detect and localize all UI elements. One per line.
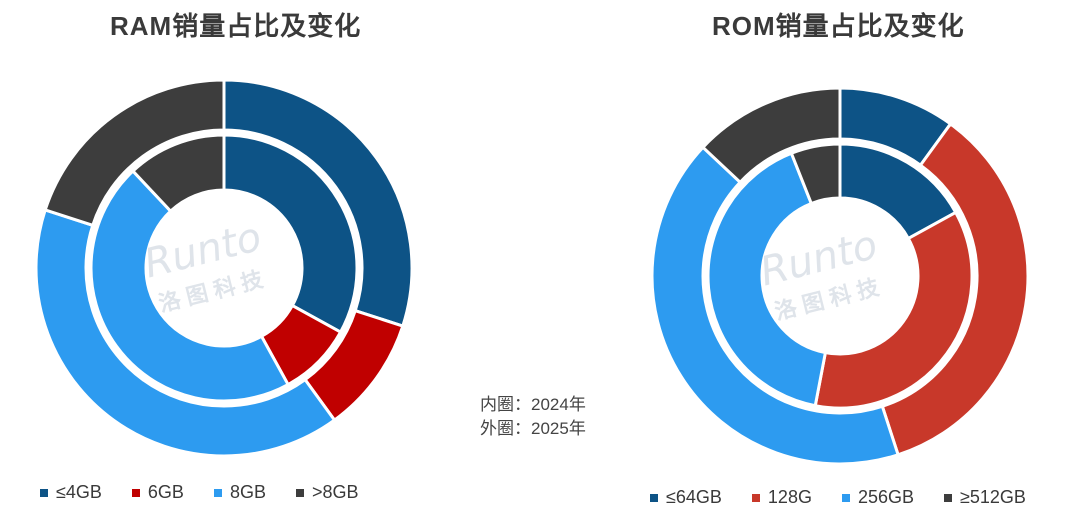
ram-outer-ring-slice: [34, 208, 337, 458]
ram-legend-label: >8GB: [311, 482, 359, 502]
ram-legend-item: >8GB: [295, 482, 359, 503]
ram-legend-swatch: [213, 488, 222, 497]
ram-legend-swatch: [295, 488, 304, 497]
rom-chart-title: ROM销量占比及变化: [712, 11, 965, 41]
ram-legend-swatch: [40, 488, 48, 497]
rom-legend-swatch: [944, 493, 953, 502]
ram-legend: ≤4GB 6GB 8GB >8GB: [40, 482, 359, 503]
rom-outer-ring-slice: [880, 121, 1030, 457]
rom-legend-swatch: [751, 493, 760, 502]
rom-inner-ring-slice: [706, 151, 828, 408]
rom-legend-item: 128G: [751, 487, 812, 508]
ram-legend-label: 6GB: [147, 482, 184, 502]
rom-inner-ring-slice: [789, 142, 842, 206]
rom-legend-item: 256GB: [841, 487, 915, 508]
rom-legend-label: ≤64GB: [666, 487, 722, 507]
ram-chart-title: RAM销量占比及变化: [110, 11, 362, 41]
ram-outer-ring-slice: [43, 78, 226, 228]
rom-legend-item: ≤64GB: [650, 487, 722, 508]
inner-ring-note: 内圈：2024年: [480, 395, 586, 414]
ram-legend-label: ≤4GB: [56, 482, 102, 502]
ram-legend-item: ≤4GB: [40, 482, 102, 503]
ram-inner-ring-slice: [130, 133, 226, 214]
rom-inner-ring-slice: [813, 210, 974, 410]
ram-legend-label: 8GB: [229, 482, 266, 502]
rom-legend-label: ≥512GB: [960, 487, 1026, 507]
rom-legend-swatch: [841, 493, 850, 502]
rom-legend: ≤64GB 128G 256GB ≥512GB: [650, 487, 1026, 508]
ram-legend-item: 8GB: [213, 482, 266, 503]
outer-ring-note: 外圈：2025年: [480, 419, 586, 438]
rom-legend-swatch: [650, 493, 658, 502]
ram-inner-ring-slice: [222, 133, 359, 335]
ram-outer-ring-slice: [222, 78, 414, 328]
rom-outer-ring-slice: [700, 86, 842, 185]
ram-inner-ring-slice: [89, 168, 291, 403]
rom-legend-item: ≥512GB: [944, 487, 1026, 508]
rom-legend-label: 256GB: [857, 487, 915, 507]
ram-legend-item: 6GB: [131, 482, 184, 503]
rom-outer-ring-slice: [650, 145, 900, 466]
ram-legend-swatch: [131, 488, 140, 497]
rom-legend-label: 128G: [767, 487, 812, 507]
